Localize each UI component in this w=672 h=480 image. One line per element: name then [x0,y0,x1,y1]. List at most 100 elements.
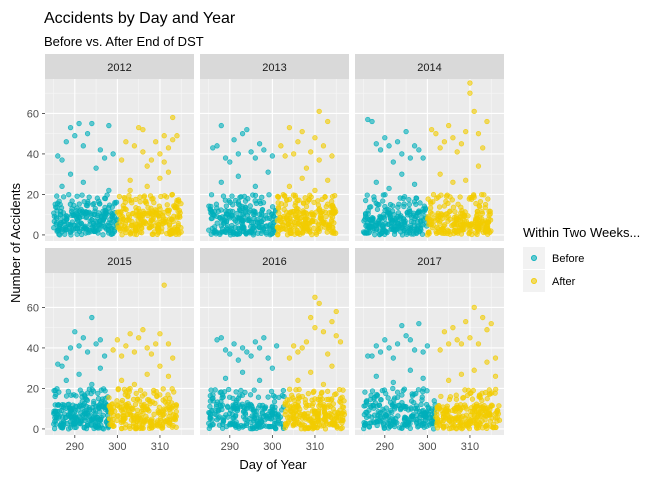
after-point [488,402,495,408]
before-point [251,424,258,430]
before-point [387,210,393,217]
facet-panel-2016: 2016 290 300 310 [200,248,349,453]
after-point [484,219,491,225]
after-point [316,221,322,227]
before-point [224,218,230,224]
after-point [492,355,499,361]
after-point [427,199,434,205]
before-point [261,147,267,153]
before-point [421,424,427,430]
after-point [160,411,166,417]
after-point [134,221,140,228]
before-point [380,198,386,204]
after-point [320,143,327,149]
after-point [300,200,307,206]
after-point [163,418,169,425]
after-point [306,197,312,203]
facet-strip-label: 2017 [417,256,441,268]
after-point [290,403,296,409]
after-point [119,400,125,406]
after-point [142,417,148,423]
after-point [455,201,461,207]
before-point [373,141,379,147]
before-point [83,214,89,221]
before-point [76,201,82,207]
after-point [144,345,150,351]
before-point [277,414,284,420]
after-point [480,145,486,151]
before-point [252,183,258,189]
before-point [215,407,221,413]
before-point [67,409,73,415]
after-point [337,339,344,345]
y-tick-label: 40 [27,343,39,355]
before-point [95,390,101,396]
after-point [464,392,471,399]
before-point [273,343,280,349]
before-point [419,394,425,400]
before-point [235,151,241,157]
before-point [57,211,64,218]
after-point [299,175,305,181]
after-point [441,423,447,429]
before-point [390,385,396,392]
before-point [418,401,424,408]
before-point [109,215,116,221]
after-point [309,211,316,217]
after-point [325,177,331,183]
before-point [265,394,271,400]
after-point [484,118,490,125]
before-point [365,116,371,123]
after-point [330,401,336,407]
before-point [242,198,249,204]
after-point [141,193,148,199]
before-point [361,425,367,432]
before-point [377,349,384,355]
after-point [487,418,494,424]
after-point [338,417,344,424]
after-point [154,422,160,428]
after-point [424,216,431,222]
before-point [208,192,215,198]
after-point [485,405,491,411]
x-tick-label: 300 [108,441,126,453]
after-point [462,415,468,421]
after-point [306,228,312,234]
after-point [317,400,323,406]
after-point [331,391,338,398]
after-point [174,213,180,220]
after-point [137,199,143,205]
after-point [435,215,442,222]
after-point [166,207,173,213]
after-point [133,231,140,238]
before-point [399,392,405,398]
after-point [144,163,150,169]
before-point [69,416,75,423]
before-point [386,345,392,351]
after-point [449,197,455,203]
before-point [95,227,101,233]
before-point [229,193,235,199]
before-point [231,341,237,347]
before-point [74,193,80,199]
before-point [231,137,237,143]
before-point [214,213,220,220]
after-point [476,226,482,232]
after-point [136,335,142,341]
after-point [169,228,175,234]
after-point [167,216,173,222]
after-point [453,396,460,402]
after-point [314,424,321,431]
after-point [172,204,178,211]
after-point [291,151,297,157]
before-point [65,426,72,432]
legend-label-after: After [552,276,576,288]
after-point [484,327,490,333]
after-point [457,420,464,427]
before-point [410,412,416,418]
before-point [363,223,369,229]
before-point [265,169,271,175]
after-point [166,222,173,228]
after-point [142,391,148,397]
after-point [118,377,125,383]
